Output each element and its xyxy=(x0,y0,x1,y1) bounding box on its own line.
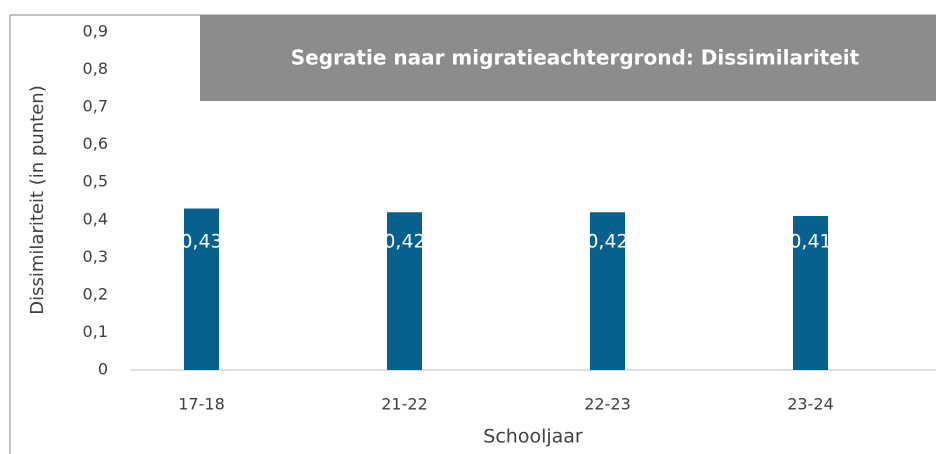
bar xyxy=(793,216,828,370)
y-tick-label: 0,8 xyxy=(83,59,108,78)
chart-title: Segratie naar migratieachtergrond: Dissi… xyxy=(291,46,860,70)
data-label: 0,41 xyxy=(789,231,831,253)
data-label: 0,43 xyxy=(180,231,222,253)
y-tick-label: 0 xyxy=(98,360,108,379)
title-box xyxy=(200,15,936,101)
y-tick-label: 0,4 xyxy=(83,209,108,228)
x-axis-label: Schooljaar xyxy=(483,426,583,448)
data-label: 0,42 xyxy=(586,231,628,253)
y-tick-label: 0,5 xyxy=(83,172,108,191)
x-tick-label: 22-23 xyxy=(584,395,631,414)
x-tick-label: 17-18 xyxy=(178,395,225,414)
y-axis-label: Dissimilariteit (in punten) xyxy=(27,85,48,314)
y-tick-label: 0,2 xyxy=(83,284,108,303)
bar xyxy=(387,212,422,370)
y-tick-label: 0,7 xyxy=(83,97,108,116)
bar xyxy=(590,212,625,370)
y-tick-label: 0,1 xyxy=(83,322,108,341)
data-label: 0,42 xyxy=(383,231,425,253)
x-tick-label: 23-24 xyxy=(787,395,834,414)
x-tick-label: 21-22 xyxy=(381,395,428,414)
y-tick-label: 0,9 xyxy=(83,22,108,41)
y-tick-label: 0,6 xyxy=(83,134,108,153)
bar xyxy=(184,208,219,370)
y-tick-label: 0,3 xyxy=(83,247,108,266)
